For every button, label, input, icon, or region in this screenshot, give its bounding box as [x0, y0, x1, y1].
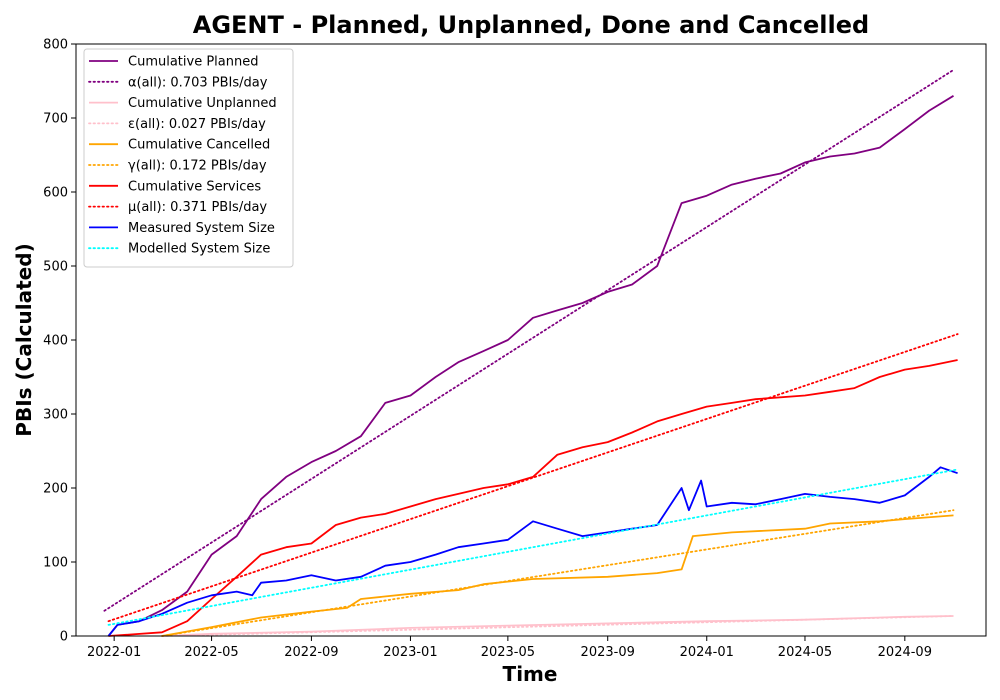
- y-tick-label-4: 400: [43, 334, 68, 349]
- legend-label-6: Cumulative Services: [128, 179, 261, 194]
- plot-area: [103, 69, 959, 637]
- y-tick-label-5: 500: [43, 260, 68, 275]
- series-line-1: [103, 69, 955, 612]
- x-tick-label-7: 2024-05: [778, 645, 832, 660]
- y-axis-label: PBIs (Calculated): [12, 243, 36, 436]
- x-tick-label-0: 2022-01: [87, 645, 141, 660]
- legend-box: [83, 48, 294, 268]
- legend-label-4: Cumulative Cancelled: [128, 138, 270, 153]
- y-tick-label-2: 200: [43, 482, 68, 497]
- axes: 2022-01 2022-05 2022-09 2023-01 2023-05 2023-…: [43, 38, 932, 661]
- series-line-8: [107, 466, 958, 637]
- y-tick-label-8: 800: [43, 38, 68, 53]
- y-tick-label-0: 0: [60, 630, 68, 645]
- y-tick-label-6: 600: [43, 186, 68, 201]
- series-line-6: [108, 359, 958, 637]
- series-line-9: [107, 468, 959, 626]
- x-tick-label-4: 2023-05: [481, 645, 535, 660]
- series-line-7: [107, 333, 959, 623]
- legend-label-2: Cumulative Unplanned: [128, 96, 277, 111]
- y-tick-label-3: 300: [43, 408, 68, 423]
- x-tick-label-6: 2024-01: [680, 645, 734, 660]
- x-tick-label-2: 2022-09: [284, 645, 338, 660]
- legend-label-5: γ(all): 0.172 PBIs/day: [128, 159, 267, 174]
- legend-label-9: Modelled System Size: [128, 242, 270, 257]
- x-tick-label-1: 2022-05: [184, 645, 238, 660]
- legend-label-3: ε(all): 0.027 PBIs/day: [128, 117, 266, 132]
- legend: Cumulative Planned α(all): 0.703 PBIs/day…: [83, 48, 294, 268]
- x-tick-label-8: 2024-09: [878, 645, 932, 660]
- legend-label-8: Measured System Size: [128, 221, 275, 236]
- series-line-3: [161, 615, 955, 637]
- legend-label-7: μ(all): 0.371 PBIs/day: [128, 200, 267, 215]
- legend-label-0: Cumulative Planned: [128, 55, 258, 70]
- y-tick-label-1: 100: [43, 556, 68, 571]
- series-line-0: [107, 95, 954, 637]
- series-line-5: [161, 509, 955, 637]
- x-tick-label-5: 2023-09: [581, 645, 635, 660]
- x-tick-label-3: 2023-01: [383, 645, 437, 660]
- x-axis-label: Time: [503, 662, 558, 686]
- y-tick-label-7: 700: [43, 112, 68, 127]
- legend-label-1: α(all): 0.703 PBIs/day: [128, 75, 268, 90]
- chart-title: AGENT - Planned, Unplanned, Done and Can…: [193, 11, 869, 39]
